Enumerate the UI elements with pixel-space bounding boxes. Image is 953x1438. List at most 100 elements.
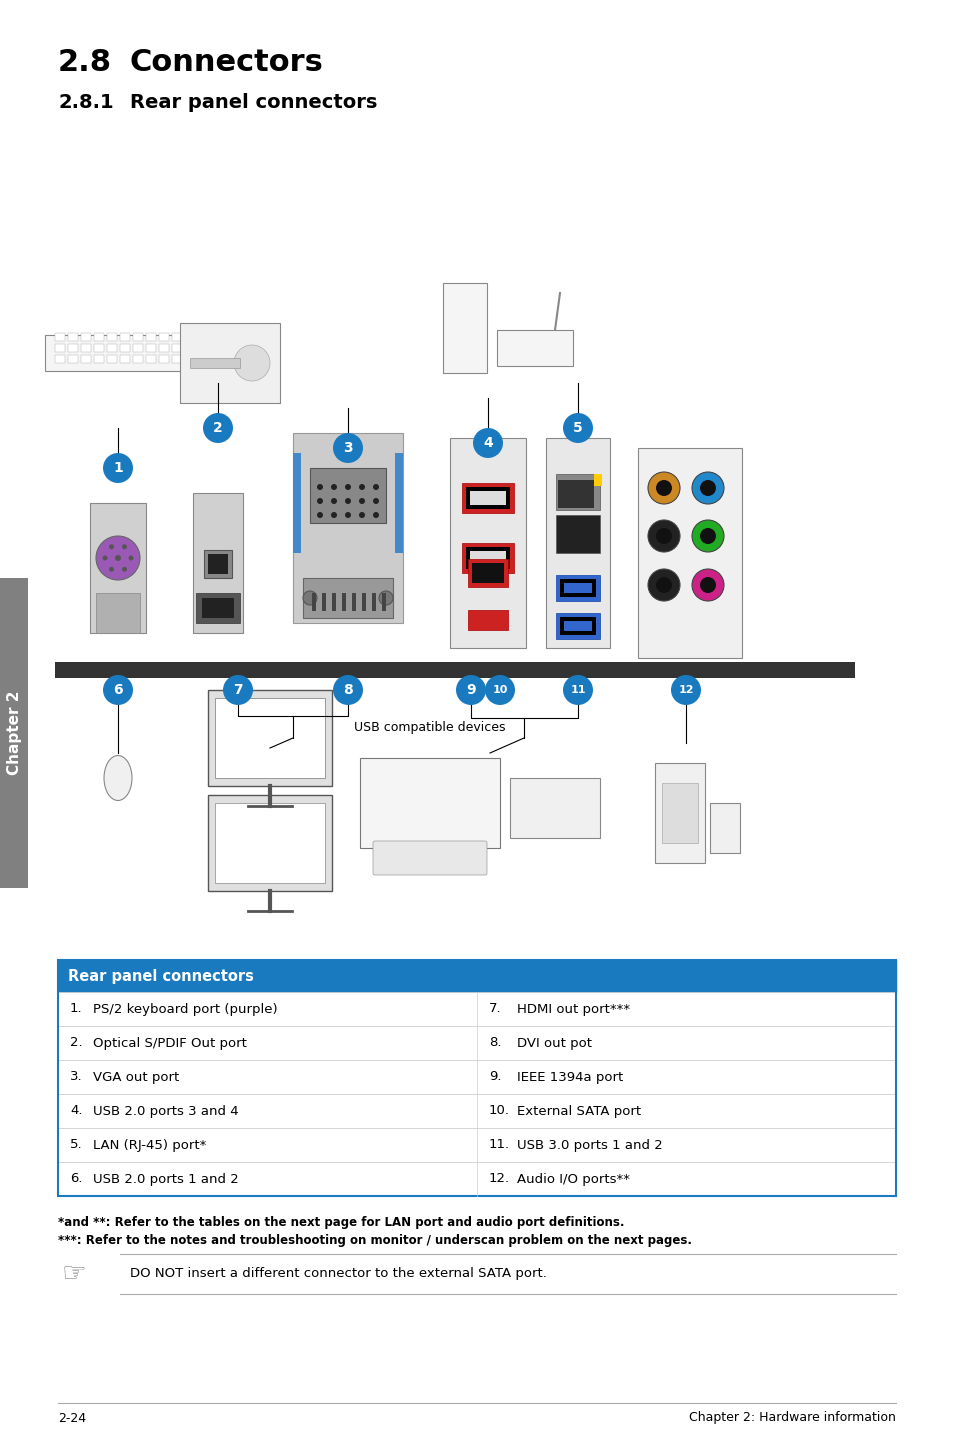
Circle shape (331, 512, 336, 518)
Text: 9: 9 (466, 683, 476, 697)
Bar (450, 439, 525, 649)
Circle shape (358, 485, 365, 490)
Circle shape (103, 674, 132, 705)
Bar (214, 697, 325, 778)
Bar (132, 355, 143, 362)
Bar (381, 592, 386, 611)
Bar (208, 690, 332, 787)
Bar (559, 580, 596, 597)
Bar (208, 795, 332, 892)
Bar (55, 344, 65, 352)
Text: Connectors: Connectors (130, 47, 323, 78)
Bar (81, 344, 91, 352)
Bar (395, 453, 402, 554)
Bar (68, 344, 78, 352)
Bar (172, 334, 182, 341)
Text: 12.: 12. (489, 1172, 510, 1185)
Bar (58, 1060, 895, 1094)
Circle shape (656, 577, 671, 592)
Circle shape (373, 485, 378, 490)
Bar (638, 449, 741, 659)
Circle shape (373, 512, 378, 518)
Bar (709, 802, 740, 853)
Circle shape (691, 472, 723, 503)
Circle shape (122, 544, 127, 549)
Bar (107, 355, 117, 362)
Circle shape (345, 498, 351, 503)
Text: 4: 4 (482, 436, 493, 450)
Bar (310, 467, 386, 523)
Bar (322, 592, 326, 611)
Text: 12: 12 (678, 684, 693, 695)
Bar (120, 355, 130, 362)
Circle shape (316, 512, 323, 518)
Bar (81, 355, 91, 362)
Circle shape (345, 485, 351, 490)
Text: IEEE 1394a port: IEEE 1394a port (517, 1070, 622, 1083)
Circle shape (129, 555, 133, 561)
Text: 6: 6 (113, 683, 123, 697)
Bar (556, 575, 599, 601)
Circle shape (345, 512, 351, 518)
Circle shape (647, 569, 679, 601)
Text: 3.: 3. (70, 1070, 83, 1083)
Bar (159, 355, 169, 362)
Circle shape (647, 521, 679, 552)
Bar (45, 335, 185, 371)
Bar (332, 592, 335, 611)
Bar (195, 592, 240, 623)
Bar (180, 324, 280, 403)
Bar (312, 592, 315, 611)
Text: ☞: ☞ (62, 1260, 87, 1288)
Text: 7: 7 (233, 683, 243, 697)
Circle shape (303, 591, 316, 605)
Bar (58, 1127, 895, 1162)
Text: 1: 1 (113, 462, 123, 475)
Text: HDMI out port***: HDMI out port*** (517, 1002, 630, 1015)
Circle shape (456, 674, 485, 705)
Circle shape (331, 498, 336, 503)
Bar (94, 334, 104, 341)
Circle shape (656, 480, 671, 496)
Bar (58, 961, 895, 1196)
Bar (510, 778, 599, 838)
Bar (556, 613, 599, 638)
Bar (132, 334, 143, 341)
Text: *and **: Refer to the tables on the next page for LAN port and audio port defini: *and **: Refer to the tables on the next… (58, 1217, 624, 1229)
Bar (58, 1162, 895, 1196)
Bar (94, 355, 104, 362)
Bar (594, 475, 601, 486)
Text: USB 2.0 ports 3 and 4: USB 2.0 ports 3 and 4 (92, 1104, 238, 1117)
Bar (146, 334, 156, 341)
Bar (190, 358, 240, 368)
Text: 9.: 9. (489, 1070, 501, 1083)
Bar (172, 355, 182, 362)
Bar (132, 344, 143, 352)
Circle shape (700, 577, 716, 592)
Circle shape (562, 413, 593, 443)
Text: USB 3.0 ports 1 and 2: USB 3.0 ports 1 and 2 (517, 1139, 662, 1152)
Circle shape (484, 674, 515, 705)
Text: 8.: 8. (489, 1037, 501, 1050)
Circle shape (700, 480, 716, 496)
Bar (303, 578, 393, 618)
Circle shape (316, 498, 323, 503)
Text: Rear panel connectors: Rear panel connectors (68, 969, 253, 984)
Text: 2.8.1: 2.8.1 (58, 93, 113, 112)
Text: Chapter 2: Hardware information: Chapter 2: Hardware information (688, 1412, 895, 1425)
Circle shape (358, 512, 365, 518)
Bar (372, 592, 375, 611)
Bar (293, 453, 301, 554)
Bar (465, 546, 510, 569)
Circle shape (562, 674, 593, 705)
Text: LAN (RJ-45) port*: LAN (RJ-45) port* (92, 1139, 206, 1152)
Circle shape (122, 567, 127, 572)
Bar (120, 344, 130, 352)
Bar (465, 487, 510, 509)
Text: 4.: 4. (70, 1104, 82, 1117)
Text: ***: Refer to the notes and troubleshooting on monitor / underscan problem on th: ***: Refer to the notes and troubleshoot… (58, 1234, 691, 1247)
Bar (468, 559, 507, 587)
Circle shape (102, 555, 108, 561)
Bar (359, 758, 499, 848)
Bar (442, 283, 486, 372)
